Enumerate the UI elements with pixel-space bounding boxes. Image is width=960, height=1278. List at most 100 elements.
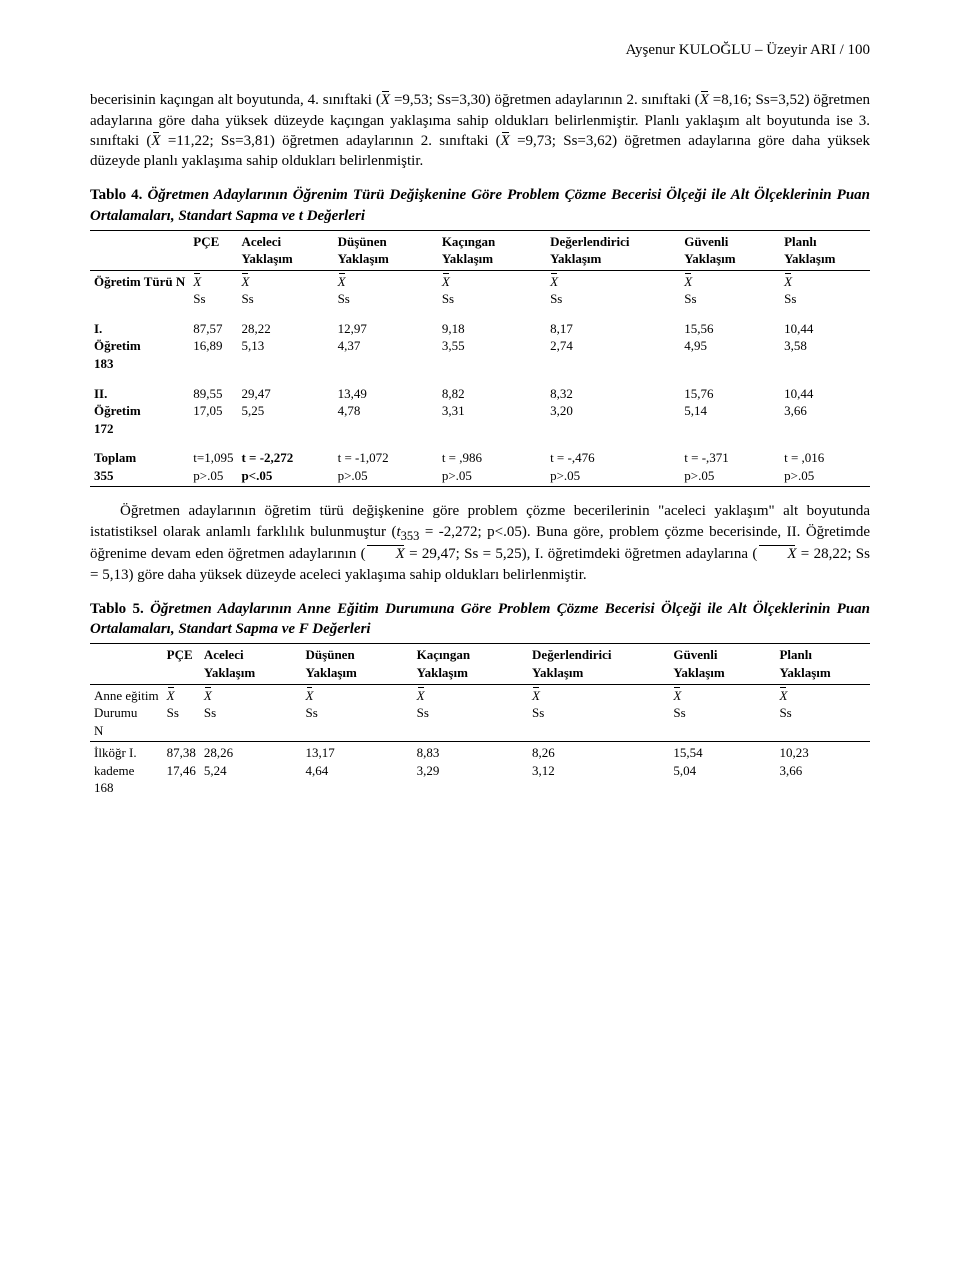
col-aceleci: Aceleci Yaklaşım	[200, 644, 302, 684]
ss: Ss	[338, 291, 350, 306]
x: X	[550, 274, 558, 289]
v: 87,57	[193, 321, 222, 336]
v: t = ,016	[784, 450, 824, 465]
tablo4: PÇE Aceleci Yaklaşım Düşünen Yaklaşım Ka…	[90, 230, 870, 488]
v: p>.05	[550, 468, 580, 483]
col-aceleci: Aceleci Yaklaşım	[237, 230, 333, 270]
v: 8,83	[417, 745, 440, 760]
tot-b: 355	[94, 468, 114, 483]
v: 4,78	[338, 403, 361, 418]
xbar-icon: X	[700, 90, 709, 110]
col-guvenli: Güvenli Yaklaşım	[669, 644, 775, 684]
xss: X Ss	[546, 270, 680, 310]
x: X	[532, 688, 540, 703]
tablo4-label: Tablo 4.	[90, 187, 142, 203]
v: p>.05	[338, 468, 368, 483]
xss: XSs	[680, 270, 780, 310]
xss: X Ss	[334, 270, 438, 310]
rowhead-text: Öğretim Türü N	[94, 274, 185, 289]
col-kacingan: Kaçıngan Yaklaşım	[438, 230, 546, 270]
v: p>.05	[684, 468, 714, 483]
v: 4,95	[684, 338, 707, 353]
ss: Ss	[673, 705, 685, 720]
x: X	[673, 688, 681, 703]
x: X	[442, 274, 450, 289]
x: X	[193, 274, 201, 289]
v: 8,32	[550, 386, 573, 401]
paragraph-1: becerisinin kaçıngan alt boyutunda, 4. s…	[90, 90, 870, 171]
col-guvenli: Güvenli Yaklaşım	[680, 230, 780, 270]
v: 15,56	[684, 321, 713, 336]
v: 3,55	[442, 338, 465, 353]
xss: XSs	[775, 684, 870, 742]
v: 3,20	[550, 403, 573, 418]
ss: Ss	[532, 705, 544, 720]
v: 89,55	[193, 386, 222, 401]
v: t = ,986	[442, 450, 482, 465]
v: 13,17	[306, 745, 335, 760]
r2c: 172	[94, 421, 114, 436]
rh-a: Anne eğitim	[94, 688, 159, 703]
r1a: I.	[94, 321, 102, 336]
v: 5,25	[241, 403, 264, 418]
rh-c: N	[94, 723, 103, 738]
xss: XSs	[413, 684, 528, 742]
r2b: Öğretim	[94, 403, 141, 418]
v: 5,24	[204, 763, 227, 778]
x: X	[501, 133, 510, 149]
ss: Ss	[167, 705, 179, 720]
col-planli: Planlı Yaklaşım	[780, 230, 870, 270]
tablo4-caption: Tablo 4. Öğretmen Adaylarının Öğrenim Tü…	[90, 185, 870, 226]
xss: XSs	[163, 684, 200, 742]
ss: Ss	[684, 291, 696, 306]
v: 8,26	[532, 745, 555, 760]
v: t=1,095	[193, 450, 233, 465]
v: t = -1,072	[338, 450, 389, 465]
p2-m2: = 29,47; Ss = 5,25), I. öğretimdeki öğre…	[405, 546, 758, 562]
r-c: 168	[94, 780, 114, 795]
xbar-icon: X	[381, 90, 390, 110]
x: X	[151, 133, 160, 149]
p1-pre: becerisinin kaçıngan alt boyutunda, 4. s…	[90, 92, 381, 108]
table-row: İlköğr I.kademe168 87,3817,46 28,265,24 …	[90, 742, 870, 799]
xss: XSs	[237, 270, 333, 310]
v: p>.05	[193, 468, 223, 483]
xbar-icon: X	[366, 544, 405, 564]
v: 12,97	[338, 321, 367, 336]
v: 28,26	[204, 745, 233, 760]
p1-m1: =9,53; Ss=3,30) öğretmen adaylarının 2. …	[390, 92, 700, 108]
v: 28,22	[241, 321, 270, 336]
v: 8,82	[442, 386, 465, 401]
v: 3,31	[442, 403, 465, 418]
xbar-icon: X	[501, 131, 510, 151]
tablo5-label: Tablo 5.	[90, 601, 144, 617]
ss: Ss	[550, 291, 562, 306]
v: 17,46	[167, 763, 196, 778]
r-b: kademe	[94, 763, 134, 778]
x: X	[204, 688, 212, 703]
ss: Ss	[417, 705, 429, 720]
v: 3,66	[779, 763, 802, 778]
v: 5,13	[241, 338, 264, 353]
x: X	[241, 274, 249, 289]
x: X	[338, 274, 346, 289]
col-pce: PÇE	[163, 644, 200, 684]
col-dusunen: Düşünen Yaklaşım	[302, 644, 413, 684]
ss: Ss	[306, 705, 318, 720]
x: X	[381, 92, 390, 108]
v: 3,12	[532, 763, 555, 778]
table-row: I.Öğretim183 87,5716,89 28,225,13 12,974…	[90, 310, 870, 375]
v: 10,44	[784, 321, 813, 336]
v: t = -,476	[550, 450, 595, 465]
v: p>.05	[442, 468, 472, 483]
p1-m3: =11,22; Ss=3,81) öğretmen adaylarının 2.…	[161, 133, 501, 149]
v: 17,05	[193, 403, 222, 418]
r2a: II.	[94, 386, 107, 401]
v: 87,38	[167, 745, 196, 760]
v: 3,58	[784, 338, 807, 353]
v: 10,23	[779, 745, 808, 760]
xss: X Ss	[528, 684, 669, 742]
x: X	[784, 274, 792, 289]
xss: XSs	[200, 684, 302, 742]
v: 9,18	[442, 321, 465, 336]
